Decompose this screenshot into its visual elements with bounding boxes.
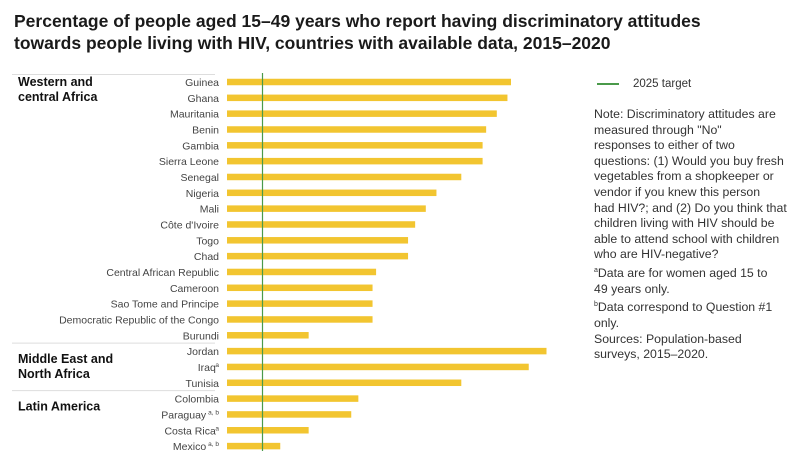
note-line: had HIV?; and (2) Do you think that: [594, 200, 787, 215]
footnote-text: 49 years only.: [594, 281, 670, 296]
bar-c-te-d-ivoire: [227, 221, 416, 228]
bar-paraguay: [227, 411, 352, 418]
bar-costa-rica: [227, 427, 309, 434]
category-label: Colombia: [175, 394, 220, 406]
note-line: vendor if you knew this person: [594, 184, 761, 199]
bar-iraq: [227, 363, 529, 371]
footnote-a: aData are for women aged 15 to: [594, 263, 799, 282]
note-line: questions: (1) Would you buy fresh: [594, 153, 784, 168]
footnote-mark: b: [594, 301, 598, 309]
bar-benin: [227, 126, 487, 133]
note-line: vegetables from a shopkeeper or: [594, 169, 774, 184]
category-footnote-mark: a: [215, 362, 219, 369]
chart-title-line-2: towards people living with HIV, countrie…: [14, 33, 611, 53]
footnote-mark: a: [594, 266, 598, 274]
bar-mexico: [227, 442, 281, 450]
category-label: Iraq: [198, 362, 216, 374]
sources-text: surveys, 2015–2020.: [594, 347, 709, 362]
bar-senegal: [227, 173, 462, 181]
category-label: Costa Rica: [164, 425, 216, 437]
chart-title-line-1: Percentage of people aged 15–49 years wh…: [14, 11, 701, 31]
target-line-swatch: [597, 83, 619, 85]
category-label: Gambia: [182, 140, 219, 152]
note-line: able to attend school with children: [594, 231, 780, 246]
category-label: Nigeria: [186, 188, 219, 200]
bar-colombia: [227, 395, 359, 402]
sources-text: Sources: Population-based: [594, 331, 742, 346]
chart-title: Percentage of people aged 15–49 years wh…: [14, 10, 794, 54]
bar-sao-tome-and-principe: [227, 300, 373, 307]
category-label: Tunisia: [186, 378, 220, 390]
bar-guinea: [227, 78, 511, 86]
category-label: Togo: [196, 235, 219, 247]
bar-chad: [227, 252, 409, 260]
category-label: Guinea: [185, 77, 219, 89]
category-footnote-mark: a, b: [208, 441, 219, 448]
note-line: who are HIV-negative?: [594, 247, 719, 262]
note-line: measured through "No": [594, 122, 722, 137]
category-label: Burundi: [183, 330, 219, 342]
category-footnote-mark: a: [215, 425, 219, 432]
bar-nigeria: [227, 189, 437, 197]
category-label: Sierra Leone: [159, 156, 219, 168]
note-line: children living with HIV should be: [594, 216, 775, 231]
chart-note: Note: Discriminatory attitudes are measu…: [594, 107, 799, 363]
footnote-text: only.: [594, 315, 620, 330]
category-label: Sao Tome and Principe: [111, 299, 220, 311]
category-label: Mexico: [173, 441, 206, 451]
bar-tunisia: [227, 379, 462, 387]
bar-burundi: [227, 332, 309, 339]
bar-cameroon: [227, 284, 373, 292]
footnote-text: Data are for women aged 15 to: [597, 266, 768, 281]
region-label: North Africa: [18, 367, 91, 381]
bar-mali: [227, 205, 426, 212]
category-label: Côte d'Ivoire: [160, 219, 219, 231]
category-label: Jordan: [187, 346, 219, 358]
category-label: Democratic Republic of the Congo: [59, 314, 219, 326]
bar-mauritania: [227, 110, 497, 117]
category-label: Mali: [200, 204, 219, 216]
footnote-text: Data correspond to Question #1: [597, 300, 773, 315]
region-label: Middle East and: [18, 352, 113, 366]
category-label: Paraguay: [161, 409, 207, 421]
bar-togo: [227, 237, 409, 244]
category-label: Mauritania: [170, 109, 219, 121]
legend: 2025 target: [597, 78, 691, 90]
legend-target-label: 2025 target: [633, 78, 692, 90]
bar-jordan: [227, 347, 547, 355]
bar-ghana: [227, 94, 508, 102]
note-line: Note: Discriminatory attitudes are: [594, 107, 776, 121]
bar-democratic-republic-of-the-congo: [227, 316, 373, 323]
category-label: Benin: [192, 124, 219, 136]
region-label: Latin America: [18, 400, 101, 414]
bar-sierra-leone: [227, 157, 483, 165]
region-label: Western and: [18, 75, 93, 89]
bar-central-african-republic: [227, 268, 377, 276]
category-label: Central African Republic: [106, 267, 219, 279]
category-label: Ghana: [187, 93, 219, 105]
note-line: responses to either of two: [594, 138, 735, 153]
footnote-b: bData correspond to Question #1: [594, 297, 799, 316]
bar-gambia: [227, 142, 483, 149]
category-label: Senegal: [180, 172, 219, 184]
category-label: Cameroon: [170, 283, 219, 295]
category-footnote-mark: a, b: [208, 409, 219, 416]
category-label: Chad: [194, 251, 219, 263]
region-label: central Africa: [18, 90, 98, 104]
